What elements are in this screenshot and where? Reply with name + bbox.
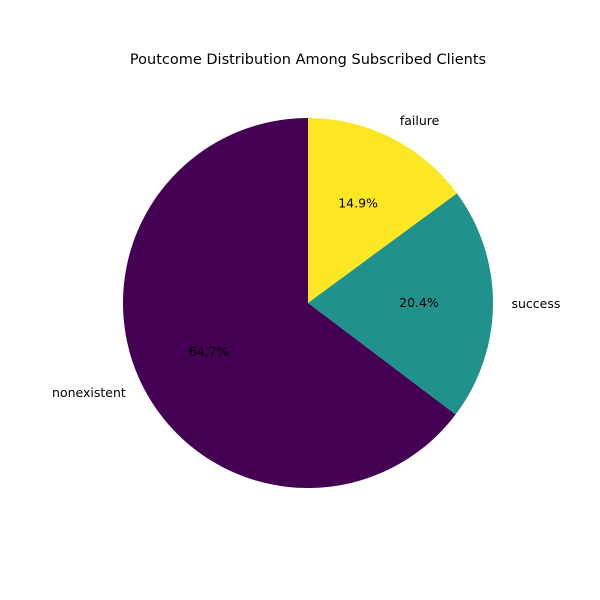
- pie-slice-nonexistent: [122, 117, 456, 489]
- slice-label-nonexistent: nonexistent: [52, 385, 126, 400]
- pie-slices: [122, 117, 493, 489]
- slice-label-failure: failure: [400, 113, 440, 128]
- slice-percent-nonexistent: 64.7%: [189, 344, 229, 359]
- slice-percent-failure: 14.9%: [338, 195, 378, 210]
- pie-slice-success: [308, 193, 493, 415]
- chart-title: Poutcome Distribution Among Subscribed C…: [130, 52, 486, 68]
- slice-percent-success: 20.4%: [399, 295, 439, 310]
- slice-label-success: success: [512, 296, 561, 311]
- pie-slice-failure: [308, 118, 457, 303]
- pie-labels: failure 14.9% success 20.4% nonexistent 64.7%: [52, 113, 560, 400]
